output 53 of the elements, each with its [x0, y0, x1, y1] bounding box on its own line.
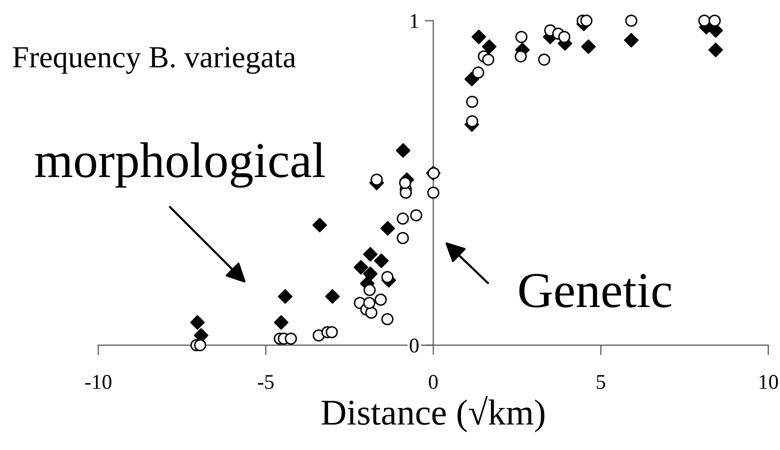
point — [624, 32, 639, 48]
x-tick-label: 0 — [428, 374, 438, 389]
point — [466, 96, 478, 108]
point — [482, 54, 494, 66]
point — [365, 306, 378, 319]
point — [381, 270, 394, 284]
point — [625, 14, 638, 27]
point — [396, 232, 409, 244]
point — [427, 186, 440, 199]
point — [558, 30, 570, 43]
point — [274, 315, 288, 330]
point — [363, 296, 376, 310]
point — [708, 42, 723, 58]
point — [354, 260, 368, 275]
x-axis-title: Distance (√km) — [322, 396, 544, 432]
point — [466, 115, 478, 128]
x-tick-label: 5 — [596, 375, 606, 389]
point — [515, 30, 528, 43]
point — [410, 209, 422, 222]
point — [380, 221, 396, 236]
point — [538, 54, 550, 66]
point — [396, 212, 409, 225]
point — [396, 143, 410, 158]
point — [581, 39, 596, 54]
point — [312, 218, 328, 232]
point — [370, 174, 383, 186]
x-tick-label: 10 — [760, 374, 778, 389]
y-axis-title: Frequency B. variegata — [12, 47, 296, 74]
point — [364, 284, 376, 296]
point — [363, 247, 378, 262]
point — [400, 186, 412, 199]
point — [472, 66, 484, 79]
point — [284, 332, 297, 345]
point — [399, 176, 412, 189]
point — [325, 289, 340, 304]
point — [278, 289, 292, 304]
point — [363, 266, 378, 282]
annotation: morphological — [35, 142, 325, 188]
point — [374, 254, 389, 268]
point — [580, 14, 592, 27]
x-tick-label: -5 — [258, 375, 274, 389]
point — [472, 30, 486, 44]
x-tick-label: -10 — [85, 374, 112, 389]
point — [374, 294, 387, 306]
point — [514, 50, 527, 62]
point — [194, 339, 206, 352]
annotation: Genetic — [519, 274, 672, 308]
point — [190, 315, 205, 330]
point — [698, 14, 710, 27]
y-tick-label: 1 — [410, 14, 418, 28]
point — [482, 39, 497, 54]
point — [326, 326, 338, 338]
point — [381, 313, 394, 326]
